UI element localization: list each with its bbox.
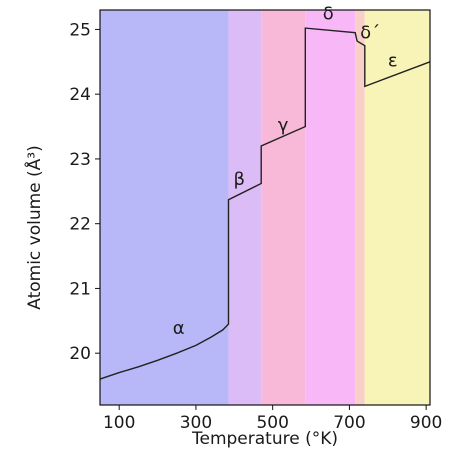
y-axis-title: Atomic volume (Å³): [23, 145, 45, 310]
x-tick-label-1: 100: [103, 413, 135, 433]
y-tick-label-6: 25: [69, 20, 91, 40]
phase-band-3: [261, 10, 306, 405]
x-tick-label-3: 500: [256, 413, 288, 433]
y-tick-label-1: 20: [69, 344, 91, 364]
phase-band-2: [228, 10, 262, 405]
x-axis-ticks: 100 300 500 700 900: [103, 405, 442, 433]
phase-label-2: β: [234, 169, 246, 190]
x-tick-label-4: 700: [333, 413, 365, 433]
phase-label-3: γ: [278, 115, 289, 136]
phase-label-4: δ: [323, 4, 334, 25]
y-tick-label-3: 22: [69, 215, 91, 235]
phase-label-1: α: [173, 318, 185, 339]
y-axis-ticks: 20 21 22 23 24 25: [69, 20, 100, 364]
phase-band-5: [355, 10, 365, 405]
phase-band-4: [305, 10, 356, 405]
volume-curve: [99, 27, 431, 380]
phase-labels: α β γ δ δ´ ε: [173, 4, 398, 339]
phase-bands: [100, 10, 430, 405]
phase-band-6: [364, 10, 430, 405]
phase-label-5: δ´: [360, 22, 380, 43]
x-axis-title: Temperature (°K): [191, 429, 338, 449]
x-tick-label-2: 300: [180, 413, 212, 433]
x-tick-label-5: 900: [410, 413, 442, 433]
phase-label-6: ε: [388, 50, 398, 71]
plot-frame: [99, 9, 431, 406]
phase-band-1: [100, 10, 229, 405]
series-line-1: [99, 27, 431, 380]
y-tick-label-4: 23: [69, 150, 91, 170]
y-tick-label-2: 21: [69, 279, 91, 299]
y-tick-label-5: 24: [69, 85, 91, 105]
